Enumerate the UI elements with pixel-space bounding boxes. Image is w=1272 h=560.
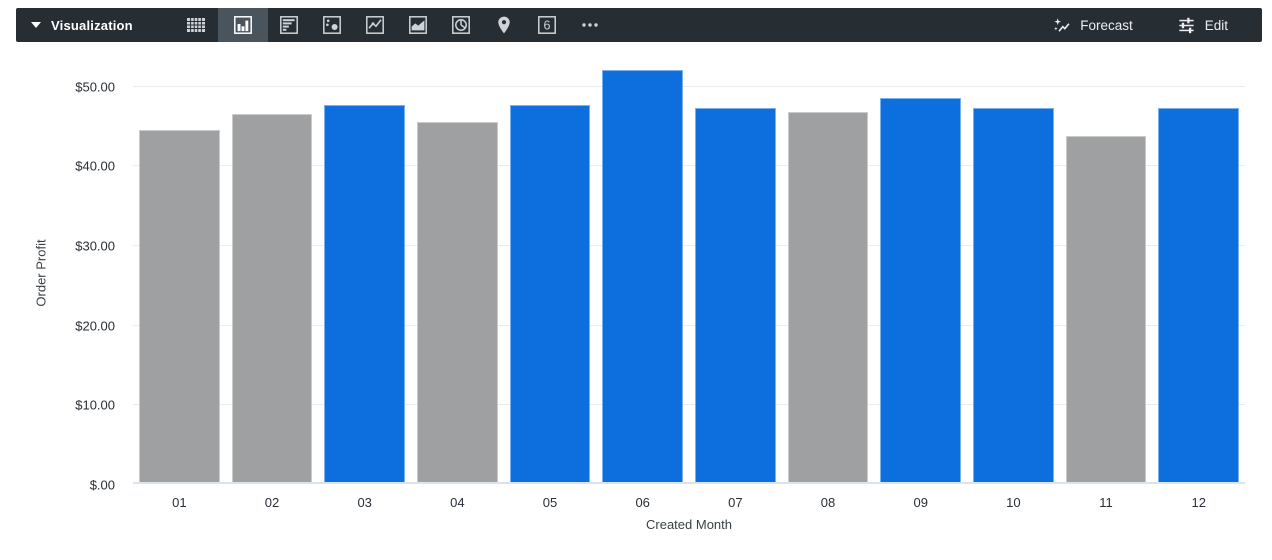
viz-type-more[interactable] xyxy=(569,8,612,42)
viz-type-bar[interactable] xyxy=(268,8,311,42)
x-axis-labels: 01 02 03 04 05 06 07 08 09 10 11 12 xyxy=(133,495,1245,511)
x-axis-tick-label: 11 xyxy=(1099,495,1113,510)
bar-group-06 xyxy=(596,68,689,482)
forecast-label: Forecast xyxy=(1080,17,1133,33)
gridline xyxy=(133,244,1245,246)
column-chart-icon xyxy=(233,16,252,34)
bar-month-11[interactable] xyxy=(1065,136,1147,482)
y-axis-tick-label: $50.00 xyxy=(75,79,115,95)
bar-month-12[interactable] xyxy=(1158,107,1240,482)
bar-group-02 xyxy=(226,68,319,482)
edit-button[interactable]: Edit xyxy=(1177,16,1228,35)
toolbar-title: Visualization xyxy=(51,17,133,33)
bar-group-05 xyxy=(504,68,597,482)
viz-type-line[interactable] xyxy=(354,8,397,42)
bar-group-12 xyxy=(1152,68,1245,482)
gridline xyxy=(133,85,1245,87)
visualization-toolbar: Visualization xyxy=(16,8,1262,42)
area-chart-icon xyxy=(409,16,428,34)
bar-month-06[interactable] xyxy=(602,70,683,482)
x-axis-tick-label: 04 xyxy=(450,495,465,510)
edit-label: Edit xyxy=(1204,17,1228,33)
viz-type-table[interactable] xyxy=(175,8,218,42)
y-axis-tick-label: $30.00 xyxy=(75,238,115,254)
bar-group-07 xyxy=(689,68,782,482)
y-axis-tick-label: $40.00 xyxy=(75,158,115,174)
gridline xyxy=(133,165,1245,167)
x-axis-tick-label: 08 xyxy=(820,495,836,510)
bar-month-01[interactable] xyxy=(139,129,220,482)
gridline xyxy=(133,324,1245,326)
bars-row xyxy=(133,68,1245,482)
viz-type-scatter[interactable] xyxy=(311,8,354,42)
bar-group-10 xyxy=(967,68,1060,482)
viz-type-pie[interactable] xyxy=(440,8,483,42)
x-axis-tick-label: 01 xyxy=(172,495,187,510)
bar-month-02[interactable] xyxy=(231,114,313,482)
x-axis-tick-label: 05 xyxy=(542,495,558,510)
line-chart-icon xyxy=(366,16,385,34)
x-axis-tick-label: 07 xyxy=(728,495,743,510)
forecast-button[interactable]: Forecast xyxy=(1052,16,1133,35)
x-axis-tick-label: 12 xyxy=(1191,495,1206,510)
bar-month-07[interactable] xyxy=(695,107,776,482)
bar-month-10[interactable] xyxy=(973,107,1054,482)
scatter-chart-icon xyxy=(323,16,342,34)
viz-type-area[interactable] xyxy=(397,8,440,42)
bar-group-03 xyxy=(318,68,411,482)
bar-group-11 xyxy=(1060,68,1153,482)
y-axis-tick-label: $20.00 xyxy=(75,318,115,334)
bar-group-04 xyxy=(411,68,504,482)
bar-chart-icon xyxy=(280,16,299,34)
x-axis-tick-label: 10 xyxy=(1006,495,1021,510)
viz-type-map[interactable] xyxy=(483,8,526,42)
forecast-sparkle-icon xyxy=(1054,17,1070,32)
map-pin-icon xyxy=(498,16,511,34)
toolbar-right-actions: Forecast Edit xyxy=(1052,16,1262,35)
edit-sliders-icon xyxy=(1179,17,1194,33)
table-chart-icon xyxy=(187,18,206,32)
single-value-glyph: 6 xyxy=(544,18,551,32)
chart-type-buttons: 6 xyxy=(175,8,612,42)
plot-area xyxy=(133,68,1245,484)
x-axis-tick-label: 02 xyxy=(264,495,280,510)
viz-type-single-value[interactable]: 6 xyxy=(526,8,569,42)
single-value-icon: 6 xyxy=(538,16,557,34)
gridline xyxy=(133,404,1245,406)
x-axis-tick-label: 06 xyxy=(635,495,650,510)
x-axis-tick-label: 03 xyxy=(357,495,372,510)
y-axis-tick-label: $10.00 xyxy=(75,397,115,413)
x-axis-title: Created Month xyxy=(646,517,732,532)
bar-group-01 xyxy=(133,68,226,482)
viz-type-column[interactable] xyxy=(217,8,268,42)
x-axis-tick-label: 09 xyxy=(913,495,928,510)
ellipsis-icon xyxy=(582,23,599,27)
bar-month-03[interactable] xyxy=(324,105,405,482)
bar-month-08[interactable] xyxy=(787,112,869,482)
bar-month-09[interactable] xyxy=(880,98,962,482)
bar-month-04[interactable] xyxy=(417,121,498,482)
visualization-collapse-toggle[interactable]: Visualization xyxy=(16,18,133,33)
column-chart: Order Profit 01 02 03 04 05 06 07 08 09 10 11 12 Cr… xyxy=(0,48,1272,548)
bar-group-09 xyxy=(874,68,967,482)
bar-group-08 xyxy=(782,68,875,482)
y-axis-title: Order Profit xyxy=(33,239,49,307)
chevron-down-icon xyxy=(31,22,41,28)
y-axis-tick-label: $.00 xyxy=(89,477,115,493)
pie-chart-icon xyxy=(452,16,471,34)
bar-month-05[interactable] xyxy=(509,105,591,482)
